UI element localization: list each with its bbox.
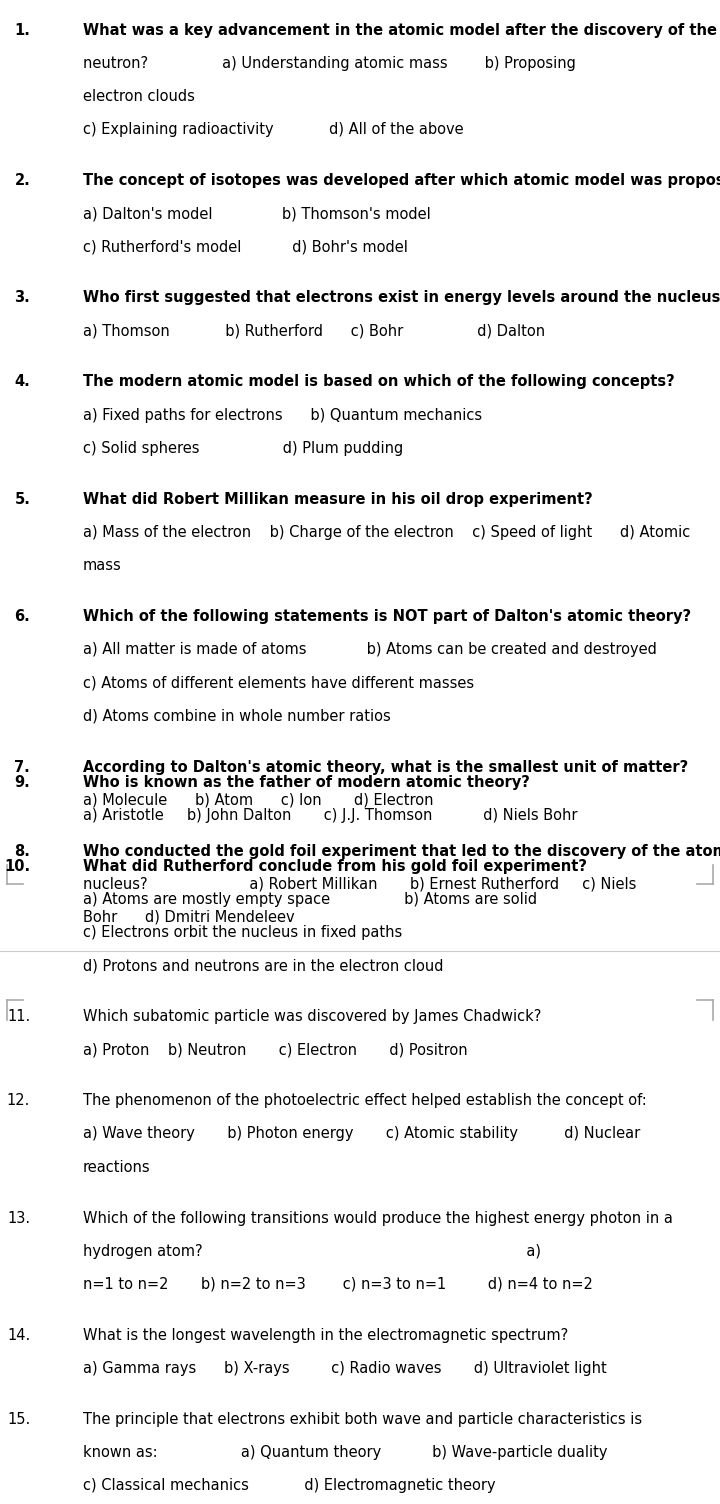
Text: a) Wave theory       b) Photon energy       c) Atomic stability          d) Nucl: a) Wave theory b) Photon energy c) Atomi… <box>83 1126 640 1142</box>
Text: 11.: 11. <box>7 1009 30 1024</box>
Text: What did Rutherford conclude from his gold foil experiment?: What did Rutherford conclude from his go… <box>83 859 587 874</box>
Text: mass: mass <box>83 558 122 573</box>
Text: neutron?                a) Understanding atomic mass        b) Proposing: neutron? a) Understanding atomic mass b)… <box>83 56 576 71</box>
Text: a) All matter is made of atoms             b) Atoms can be created and destroyed: a) All matter is made of atoms b) Atoms … <box>83 642 657 657</box>
Text: d) Protons and neutrons are in the electron cloud: d) Protons and neutrons are in the elect… <box>83 958 444 973</box>
Text: 4.: 4. <box>14 374 30 390</box>
Text: 12.: 12. <box>7 1093 30 1108</box>
Text: 3.: 3. <box>14 290 30 305</box>
Text: What is the longest wavelength in the electromagnetic spectrum?: What is the longest wavelength in the el… <box>83 1328 568 1343</box>
Text: nucleus?                      a) Robert Millikan       b) Ernest Rutherford     : nucleus? a) Robert Millikan b) Ernest Ru… <box>83 877 636 892</box>
Text: 5.: 5. <box>14 492 30 507</box>
Text: The modern atomic model is based on which of the following concepts?: The modern atomic model is based on whic… <box>83 374 675 390</box>
Text: 7.: 7. <box>14 760 30 775</box>
Text: a) Proton    b) Neutron       c) Electron       d) Positron: a) Proton b) Neutron c) Electron d) Posi… <box>83 1042 467 1057</box>
Text: a) Molecule      b) Atom      c) Ion       d) Electron: a) Molecule b) Atom c) Ion d) Electron <box>83 793 433 808</box>
Text: 8.: 8. <box>14 844 30 859</box>
Text: 14.: 14. <box>7 1328 30 1343</box>
Text: a) Mass of the electron    b) Charge of the electron    c) Speed of light      d: a) Mass of the electron b) Charge of the… <box>83 525 690 540</box>
Text: known as:                  a) Quantum theory           b) Wave-particle duality: known as: a) Quantum theory b) Wave-part… <box>83 1445 607 1460</box>
Text: The concept of isotopes was developed after which atomic model was proposed?: The concept of isotopes was developed af… <box>83 173 720 188</box>
Text: 9.: 9. <box>14 775 30 790</box>
Text: a) Dalton's model               b) Thomson's model: a) Dalton's model b) Thomson's model <box>83 206 431 221</box>
Text: Which of the following statements is NOT part of Dalton's atomic theory?: Which of the following statements is NOT… <box>83 609 691 624</box>
Text: Who first suggested that electrons exist in energy levels around the nucleus?: Who first suggested that electrons exist… <box>83 290 720 305</box>
Text: 10.: 10. <box>4 859 30 874</box>
Text: c) Electrons orbit the nucleus in fixed paths: c) Electrons orbit the nucleus in fixed … <box>83 925 402 940</box>
Text: 1.: 1. <box>14 23 30 38</box>
Text: Who conducted the gold foil experiment that led to the discovery of the atomic: Who conducted the gold foil experiment t… <box>83 844 720 859</box>
Text: c) Solid spheres                  d) Plum pudding: c) Solid spheres d) Plum pudding <box>83 441 403 456</box>
Text: c) Rutherford's model           d) Bohr's model: c) Rutherford's model d) Bohr's model <box>83 239 408 254</box>
Text: hydrogen atom?                                                                  : hydrogen atom? <box>83 1244 541 1259</box>
Text: Which subatomic particle was discovered by James Chadwick?: Which subatomic particle was discovered … <box>83 1009 541 1024</box>
Text: reactions: reactions <box>83 1160 150 1175</box>
Text: Bohr      d) Dmitri Mendeleev: Bohr d) Dmitri Mendeleev <box>83 910 294 925</box>
Text: What did Robert Millikan measure in his oil drop experiment?: What did Robert Millikan measure in his … <box>83 492 593 507</box>
Text: d) Atoms combine in whole number ratios: d) Atoms combine in whole number ratios <box>83 708 390 723</box>
Text: Which of the following transitions would produce the highest energy photon in a: Which of the following transitions would… <box>83 1211 672 1226</box>
Text: a) Aristotle     b) John Dalton       c) J.J. Thomson           d) Niels Bohr: a) Aristotle b) John Dalton c) J.J. Thom… <box>83 808 577 823</box>
Text: 15.: 15. <box>7 1412 30 1427</box>
Text: c) Explaining radioactivity            d) All of the above: c) Explaining radioactivity d) All of th… <box>83 122 464 137</box>
Text: electron clouds: electron clouds <box>83 89 194 104</box>
Text: n=1 to n=2       b) n=2 to n=3        c) n=3 to n=1         d) n=4 to n=2: n=1 to n=2 b) n=2 to n=3 c) n=3 to n=1 d… <box>83 1277 593 1292</box>
Text: 13.: 13. <box>7 1211 30 1226</box>
Text: a) Thomson            b) Rutherford      c) Bohr                d) Dalton: a) Thomson b) Rutherford c) Bohr d) Dalt… <box>83 323 545 338</box>
Text: c) Atoms of different elements have different masses: c) Atoms of different elements have diff… <box>83 675 474 690</box>
Text: Who is known as the father of modern atomic theory?: Who is known as the father of modern ato… <box>83 775 530 790</box>
Text: What was a key advancement in the atomic model after the discovery of the: What was a key advancement in the atomic… <box>83 23 717 38</box>
Text: The principle that electrons exhibit both wave and particle characteristics is: The principle that electrons exhibit bot… <box>83 1412 642 1427</box>
Text: a) Fixed paths for electrons      b) Quantum mechanics: a) Fixed paths for electrons b) Quantum … <box>83 408 482 423</box>
Text: 2.: 2. <box>14 173 30 188</box>
Text: c) Classical mechanics            d) Electromagnetic theory: c) Classical mechanics d) Electromagneti… <box>83 1478 495 1493</box>
Text: According to Dalton's atomic theory, what is the smallest unit of matter?: According to Dalton's atomic theory, wha… <box>83 760 688 775</box>
Text: 6.: 6. <box>14 609 30 624</box>
Text: a) Gamma rays      b) X-rays         c) Radio waves       d) Ultraviolet light: a) Gamma rays b) X-rays c) Radio waves d… <box>83 1361 606 1376</box>
Text: The phenomenon of the photoelectric effect helped establish the concept of:: The phenomenon of the photoelectric effe… <box>83 1093 647 1108</box>
Text: a) Atoms are mostly empty space                b) Atoms are solid: a) Atoms are mostly empty space b) Atoms… <box>83 892 537 907</box>
